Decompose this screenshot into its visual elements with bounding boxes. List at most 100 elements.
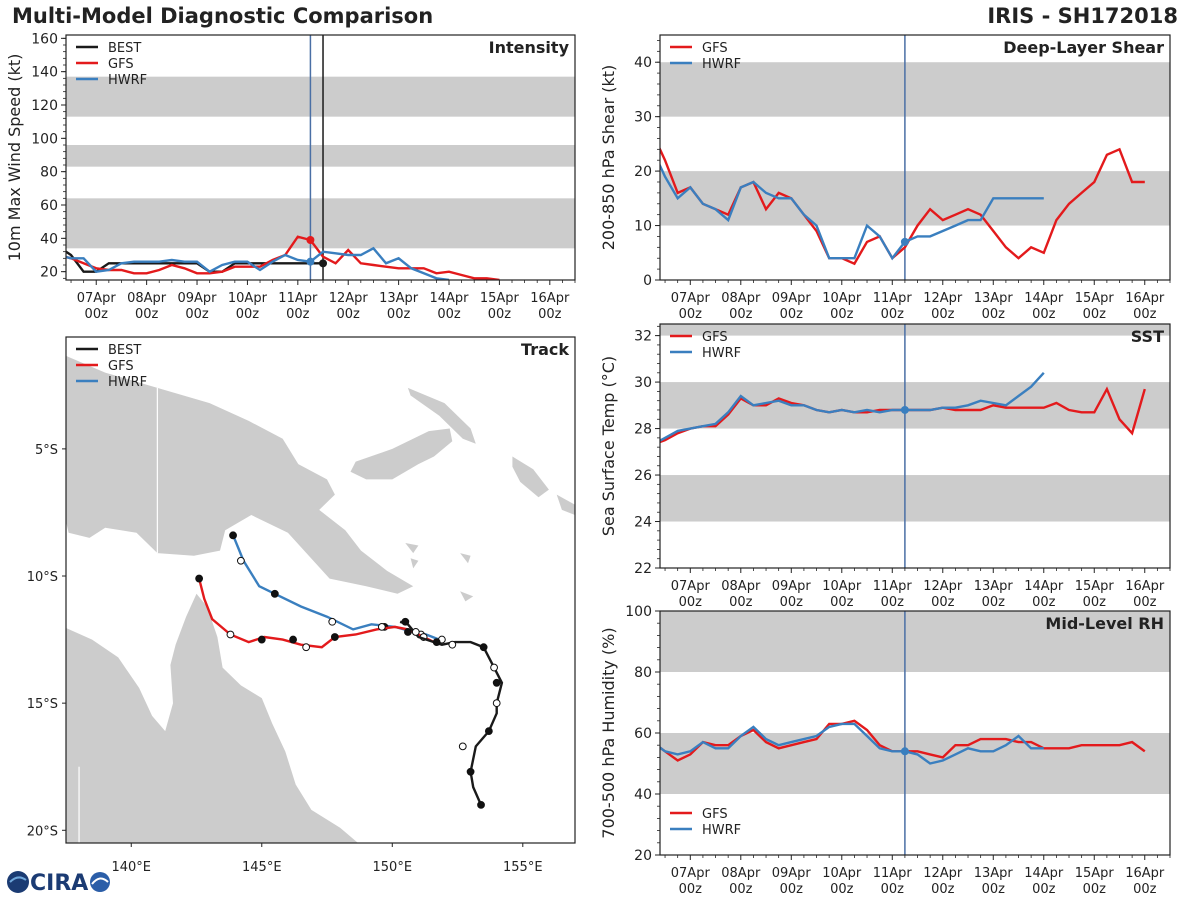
band-rh bbox=[660, 733, 1170, 794]
plot-frame bbox=[659, 34, 1171, 281]
islet-land bbox=[460, 591, 474, 602]
storm-id-title: IRIS - SH172018 bbox=[987, 4, 1178, 28]
track-best-marker bbox=[448, 640, 457, 649]
new-britain-land bbox=[350, 428, 453, 480]
track-best-marker bbox=[411, 628, 420, 636]
chart-sst: 22 24 26 28 30 32 07Apr 00z 08Apr 00z 09Apr 00z 10Ap… bbox=[599, 323, 1171, 610]
x-tick-label: 11Apr 00z bbox=[278, 291, 318, 322]
x-tick-label: 16Apr 00z bbox=[530, 291, 570, 322]
track-best-marker bbox=[492, 678, 501, 687]
series-hwrf-line bbox=[660, 162, 1044, 261]
y-tick-label: 40 bbox=[40, 231, 58, 247]
x-tick-label: 08Apr 00z bbox=[721, 579, 761, 610]
band-shear bbox=[660, 171, 1170, 226]
legend-label: GFS bbox=[702, 41, 728, 56]
track-best-marker bbox=[484, 727, 493, 736]
x-tick-label: 13Apr 00z bbox=[974, 866, 1014, 897]
x-tick-label: 13Apr 00z bbox=[379, 291, 419, 322]
islet-land bbox=[410, 558, 419, 569]
x-tick-label: 11Apr 00z bbox=[873, 866, 913, 897]
y-axis-label: 200-850 hPa Shear (kt) bbox=[599, 65, 618, 251]
legend-label: BEST bbox=[108, 343, 141, 358]
y-tick-label: 10 bbox=[634, 219, 652, 235]
cira-logo-icon: CIRA bbox=[7, 871, 110, 896]
y-axis-label: Sea Surface Temp (°C) bbox=[599, 356, 618, 536]
legend-label: BEST bbox=[108, 41, 141, 56]
y-axis-label: 10m Max Wind Speed (kt) bbox=[5, 54, 24, 262]
panel-title: Deep-Layer Shear bbox=[1003, 38, 1164, 57]
y-tick-label: 32 bbox=[634, 329, 652, 345]
band-shear bbox=[660, 62, 1170, 117]
plot-frame bbox=[659, 323, 1171, 569]
track-hwrf-marker bbox=[236, 556, 245, 565]
lon-tick-label: 145°E bbox=[242, 860, 282, 875]
track-best-marker bbox=[490, 663, 498, 672]
x-tick-label: 10Apr 00z bbox=[822, 291, 862, 322]
y-tick-label: 26 bbox=[634, 468, 652, 484]
x-tick-label: 15Apr 00z bbox=[1075, 291, 1115, 322]
x-tick-label: 08Apr 00z bbox=[721, 291, 761, 322]
series-hwrf-line bbox=[66, 246, 450, 280]
x-tick-label: 08Apr 00z bbox=[127, 291, 167, 322]
x-tick-label: 16Apr 00z bbox=[1125, 866, 1165, 897]
lat-tick-label: 20°S bbox=[27, 824, 58, 839]
new-guinea-land bbox=[66, 355, 414, 594]
plot-frame bbox=[65, 34, 576, 281]
x-tick-label: 11Apr 00z bbox=[873, 579, 913, 610]
new-ireland-land bbox=[407, 387, 476, 444]
track-gfs-marker bbox=[404, 628, 412, 636]
x-tick-label: 16Apr 00z bbox=[1125, 579, 1165, 610]
x-tick-label: 07Apr 00z bbox=[671, 291, 711, 322]
y-tick-label: 100 bbox=[625, 604, 652, 620]
track-best-marker bbox=[466, 767, 475, 776]
x-tick-label: 16Apr 00z bbox=[1125, 291, 1165, 322]
x-tick-label: 08Apr 00z bbox=[721, 866, 761, 897]
band-sst bbox=[660, 382, 1170, 429]
bougainville-land bbox=[512, 456, 549, 498]
track-best-marker bbox=[477, 800, 485, 809]
x-tick-label: 15Apr 00z bbox=[480, 291, 520, 322]
track-gfs-marker bbox=[195, 574, 204, 583]
legend-label: GFS bbox=[108, 57, 134, 72]
logo-text: CIRA bbox=[30, 871, 88, 896]
y-tick-label: 100 bbox=[31, 131, 58, 147]
australia-land bbox=[66, 593, 359, 843]
lat-tick-label: 15°S bbox=[27, 697, 58, 712]
band-sst bbox=[660, 324, 1170, 336]
y-tick-label: 30 bbox=[634, 375, 652, 391]
land-layer bbox=[66, 355, 575, 843]
legend-label: HWRF bbox=[702, 57, 741, 72]
y-tick-label: 40 bbox=[634, 55, 652, 71]
x-tick-label: 13Apr 00z bbox=[974, 579, 1014, 610]
track-gfs-marker bbox=[226, 630, 235, 639]
lon-tick-label: 155°E bbox=[503, 860, 543, 875]
chart-rh: 20 40 60 80 100 07Apr 00z 08Apr 00z 09Apr 00z 10Apr… bbox=[599, 604, 1171, 897]
series-hwrf-marker bbox=[900, 405, 909, 414]
track-gfs-marker bbox=[257, 635, 266, 644]
track-hwrf-marker bbox=[229, 531, 237, 540]
islet-land bbox=[405, 543, 419, 554]
legend-label: GFS bbox=[702, 807, 728, 822]
y-tick-label: 24 bbox=[634, 515, 652, 531]
track-gfs-marker bbox=[302, 643, 311, 652]
legend-label: HWRF bbox=[702, 346, 741, 361]
legend-label: GFS bbox=[702, 330, 728, 345]
x-tick-label: 09Apr 00z bbox=[772, 291, 812, 322]
legend-label: HWRF bbox=[702, 823, 741, 838]
solomon-land bbox=[556, 494, 575, 515]
track-gfs-marker bbox=[377, 622, 386, 631]
y-tick-label: 40 bbox=[634, 787, 652, 803]
track-best-marker bbox=[401, 617, 410, 626]
x-tick-label: 09Apr 00z bbox=[772, 579, 812, 610]
x-tick-label: 07Apr 00z bbox=[671, 866, 711, 897]
x-tick-label: 09Apr 00z bbox=[178, 291, 218, 322]
lat-tick-label: 5°S bbox=[35, 443, 58, 458]
x-tick-label: 15Apr 00z bbox=[1075, 579, 1115, 610]
legend-label: HWRF bbox=[108, 73, 147, 88]
plot-frame bbox=[65, 336, 576, 844]
x-tick-label: 11Apr 00z bbox=[873, 291, 913, 322]
track-hwrf-marker bbox=[328, 617, 337, 626]
track-gfs-line bbox=[197, 578, 435, 649]
x-tick-label: 10Apr 00z bbox=[822, 579, 862, 610]
figure-title: Multi-Model Diagnostic Comparison bbox=[12, 4, 434, 28]
